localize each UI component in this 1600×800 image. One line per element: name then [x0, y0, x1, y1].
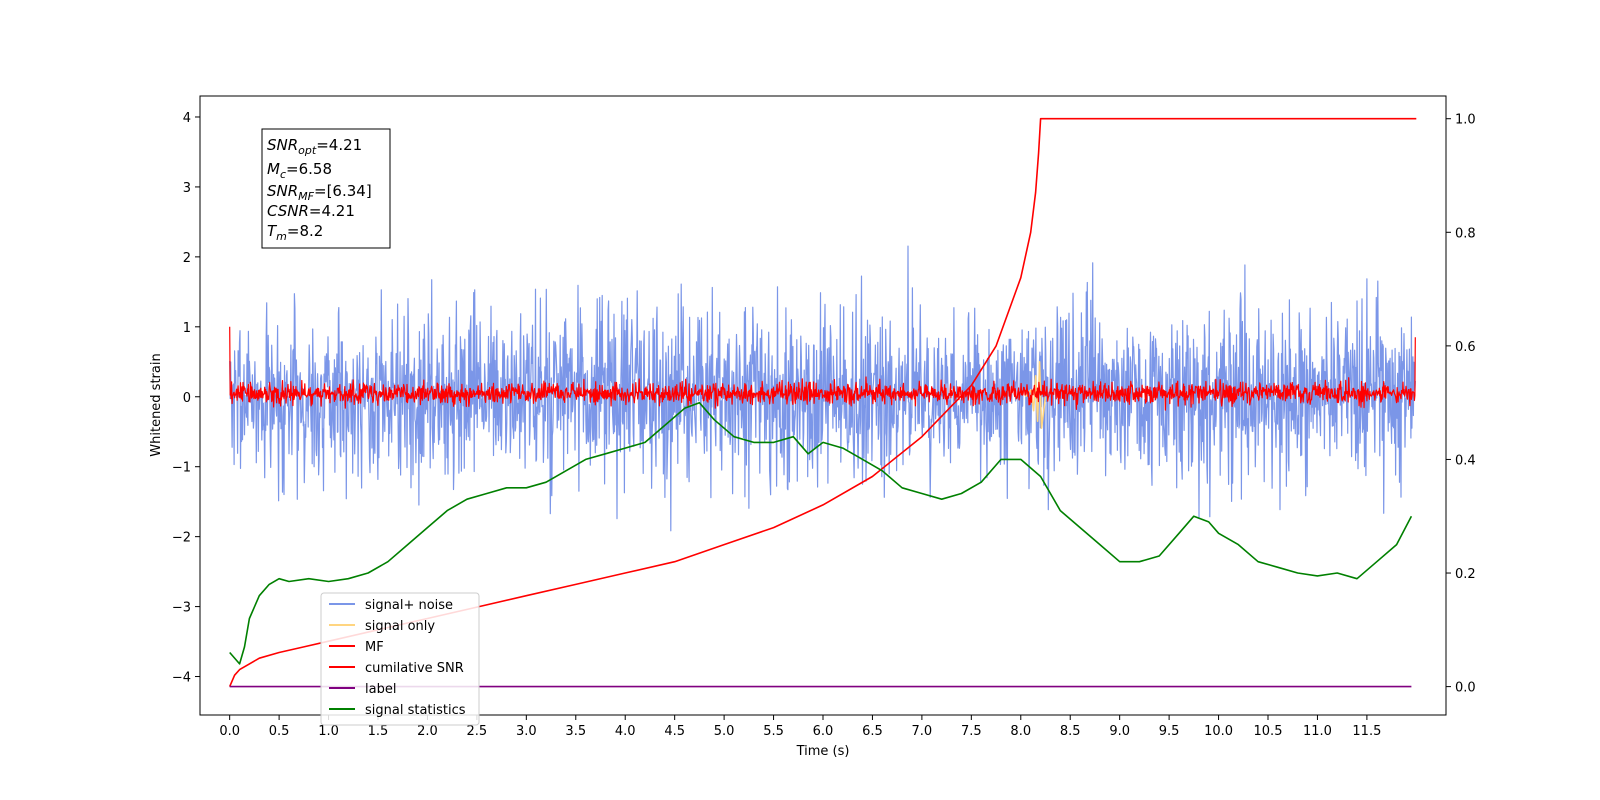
info-mc: Mc=6.58: [267, 160, 332, 181]
x-tick-label: 10.5: [1254, 724, 1283, 739]
x-tick-label: 11.5: [1352, 724, 1381, 739]
series-line-mf: [229, 326, 1416, 411]
x-tick-label: 4.0: [615, 724, 636, 739]
y-axis-label: Whitened strain: [149, 353, 164, 456]
x-tick-label: 1.5: [368, 724, 389, 739]
x-tick-label: 8.5: [1060, 724, 1081, 739]
info-snr-mf: SNRMF=[6.34]: [267, 182, 372, 203]
legend: signal+ noise signal only MF cumilative …: [320, 592, 480, 726]
x-tick-label: 9.0: [1109, 724, 1130, 739]
legend-label-signal-statistics: signal statistics: [365, 703, 466, 718]
x-tick-label: 6.0: [813, 724, 834, 739]
y-tick-label: 0: [183, 391, 191, 406]
x-tick-label: 7.5: [961, 724, 982, 739]
series-line-signal-only: [1025, 361, 1047, 429]
x-tick-label: 9.5: [1159, 724, 1180, 739]
x-tick-label: 8.0: [1010, 724, 1031, 739]
x-tick-label: 10.0: [1204, 724, 1233, 739]
legend-frame: [320, 592, 480, 726]
x-axis-label: Time (s): [796, 744, 850, 759]
y-right-tick-label: 0.4: [1455, 453, 1476, 468]
y-right-tick-label: 0.8: [1455, 226, 1476, 241]
y-tick-label: −2: [172, 531, 191, 546]
series-line-signal-noise: [229, 245, 1416, 532]
series-line-cumilative-snr: [228, 117, 1417, 687]
x-tick-label: 5.0: [714, 724, 735, 739]
y-tick-label: −3: [172, 601, 191, 616]
info-tm: Tm=8.2: [267, 222, 323, 243]
y-right-tick-label: 0.0: [1455, 681, 1476, 696]
x-tick-label: 2.0: [417, 724, 438, 739]
info-box-frame: [261, 128, 391, 249]
x-tick-label: 6.5: [862, 724, 883, 739]
x-axis: 0.0 0.5 1.0 1.5 2.0 2.5 3.0 3.5 4.0 4.5 5.0 5.5 6.0 6…: [219, 715, 1381, 739]
info-box: SNRopt=4.21 Mc=6.58 SNRMF=[6.34] CSNR=4.…: [261, 128, 391, 249]
y-tick-label: 1: [183, 321, 191, 336]
x-tick-label: 4.5: [664, 724, 685, 739]
legend-label-signal-only: signal only: [365, 619, 435, 634]
info-csnr: CSNR=4.21: [267, 202, 355, 220]
y-tick-label: 4: [183, 111, 191, 126]
x-tick-label: 1.0: [318, 724, 339, 739]
legend-label-label: label: [365, 682, 396, 697]
x-tick-label: 7.0: [912, 724, 933, 739]
x-tick-label: 11.0: [1303, 724, 1332, 739]
legend-label-mf: MF: [365, 640, 384, 655]
legend-label-cumulative-snr: cumilative SNR: [365, 661, 464, 676]
y-right-tick-label: 0.6: [1455, 340, 1476, 355]
y-tick-label: −1: [172, 461, 191, 476]
x-tick-label: 0.0: [219, 724, 240, 739]
info-snr-opt: SNRopt=4.21: [267, 136, 362, 157]
x-tick-label: 2.5: [467, 724, 488, 739]
series-layer: [228, 117, 1417, 688]
y-axis-left: 4 3 2 1 0 −1 −2 −3 −4: [172, 111, 200, 686]
y-tick-label: −4: [172, 671, 191, 686]
x-tick-label: 3.0: [516, 724, 537, 739]
y-right-tick-label: 0.2: [1455, 567, 1476, 582]
y-right-tick-label: 1.0: [1455, 113, 1476, 128]
y-axis-right: 1.0 0.8 0.6 0.4 0.2 0.0: [1446, 113, 1476, 696]
x-tick-label: 3.5: [565, 724, 586, 739]
x-tick-label: 5.5: [763, 724, 784, 739]
y-tick-label: 2: [183, 251, 191, 266]
series-line-signal-statistics: [229, 401, 1413, 665]
x-tick-label: 0.5: [269, 724, 290, 739]
y-tick-label: 3: [183, 181, 191, 196]
legend-label-signal-noise: signal+ noise: [365, 598, 453, 613]
